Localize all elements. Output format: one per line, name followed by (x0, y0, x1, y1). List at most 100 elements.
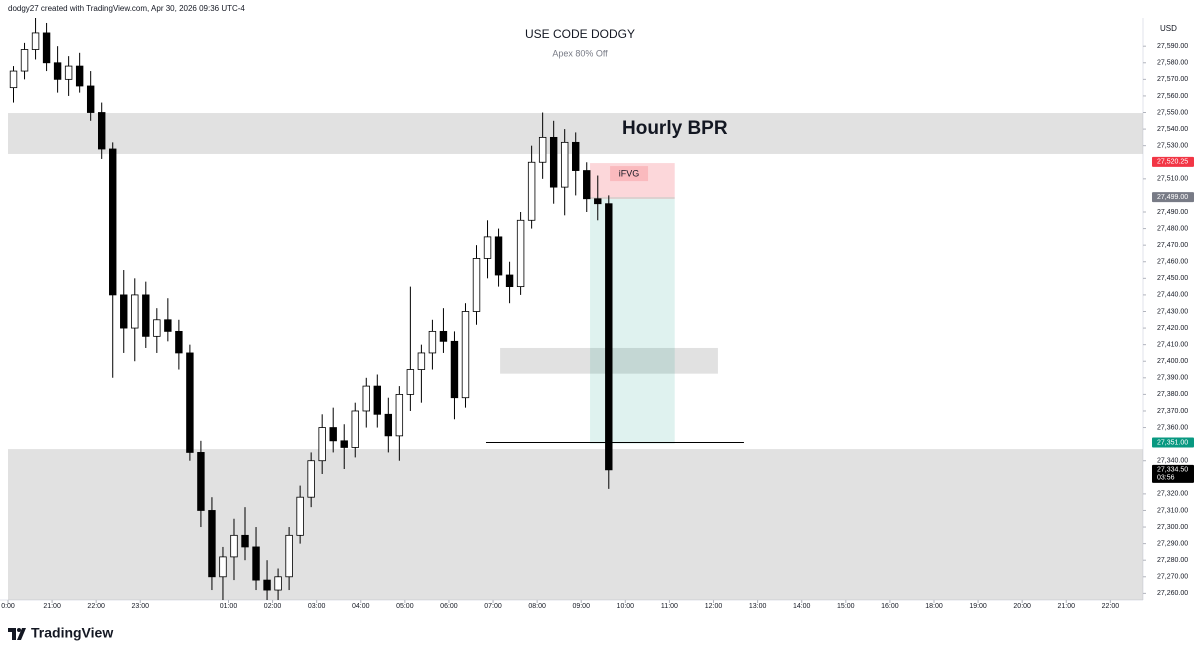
x-tick-label: 02:00 (264, 603, 282, 610)
candle-body (31, 32, 40, 50)
candle-body (538, 136, 547, 163)
x-tick-label: 11:00 (661, 603, 678, 610)
candle-body (219, 556, 227, 578)
y-tick-label: 27,570.00 (1157, 76, 1188, 83)
candle-body (285, 534, 293, 578)
candle-body (395, 393, 404, 437)
x-tick-label: 12:00 (705, 603, 723, 610)
candle-body (384, 413, 393, 437)
candle-body (86, 85, 95, 113)
x-tick-label: 13:00 (749, 603, 767, 610)
candle-body (572, 141, 580, 171)
brand: TradingView (31, 625, 113, 641)
candle-body (329, 427, 337, 442)
y-tick-label: 27,340.00 (1157, 458, 1188, 465)
y-tick-label: 27,420.00 (1157, 325, 1188, 332)
x-tick-label: 22:00 (87, 603, 105, 610)
candle-body (505, 274, 514, 288)
countdown: 03:56 (1157, 475, 1175, 482)
candle-body (197, 452, 205, 511)
candle-body (20, 49, 29, 72)
zone (590, 163, 675, 199)
y-tick-label: 27,280.00 (1157, 557, 1188, 564)
price-label: 27,499.00 (1157, 194, 1188, 201)
candle-body (461, 311, 470, 399)
price-label-box (1152, 437, 1194, 448)
y-tick-label: 27,360.00 (1157, 424, 1188, 431)
candle-body (362, 385, 370, 412)
y-tick-label: 27,580.00 (1157, 60, 1188, 67)
x-tick-label: 15:00 (837, 603, 855, 610)
y-tick-label: 27,260.00 (1157, 590, 1188, 597)
candle-body (75, 65, 84, 87)
price-label-box (1152, 156, 1194, 167)
candle-body (428, 330, 437, 354)
candle-body (406, 369, 415, 395)
candle-body (494, 236, 503, 276)
candle-body (241, 534, 249, 548)
x-tick-label: 03:00 (308, 603, 326, 610)
price-label-box (1152, 192, 1194, 203)
y-tick-label: 27,530.00 (1157, 143, 1188, 150)
y-tick-label: 27,440.00 (1157, 292, 1188, 299)
y-tick-label: 27,290.00 (1157, 540, 1188, 547)
y-tick-label: 27,560.00 (1157, 93, 1188, 100)
candle-body (483, 236, 492, 259)
x-tick-label: 18:00 (925, 603, 943, 610)
y-tick-label: 27,540.00 (1157, 126, 1188, 133)
x-tick-label: 06:00 (440, 603, 458, 610)
chart-title: USE CODE DODGY (525, 27, 635, 41)
candle-body (230, 534, 238, 558)
x-tick-label: 22:00 (1102, 603, 1120, 610)
candle-body (296, 496, 304, 536)
candle-body (340, 440, 348, 448)
currency: USD (1160, 24, 1177, 33)
candle-body (274, 576, 282, 591)
brand-logo (8, 628, 26, 640)
candle-body (605, 203, 613, 471)
candle-body (351, 410, 359, 448)
y-tick-label: 27,590.00 (1157, 43, 1188, 50)
x-tick-label: 19:00 (969, 603, 987, 610)
candle-body (472, 258, 481, 312)
x-tick-label: 09:00 (572, 603, 590, 610)
credit: dodgy27 created with TradingView.com, Ap… (8, 4, 245, 13)
x-tick-label: 20:00 (1013, 603, 1031, 610)
candle-body (120, 294, 128, 329)
y-tick-label: 27,550.00 (1157, 109, 1188, 116)
y-tick-label: 27,480.00 (1157, 225, 1188, 232)
x-tick-label: 16:00 (881, 603, 899, 610)
candle-body (516, 219, 525, 288)
y-tick-label: 27,310.00 (1157, 507, 1188, 514)
candle-body (560, 141, 569, 188)
y-tick-label: 27,400.00 (1157, 358, 1188, 365)
x-tick-label: 14:00 (793, 603, 811, 610)
price-label: 27,351.00 (1157, 439, 1188, 446)
candle-body (42, 32, 51, 64)
x-tick-label: 08:00 (528, 603, 546, 610)
y-tick-label: 27,510.00 (1157, 176, 1188, 183)
x-tick-label: 01:00 (220, 603, 238, 610)
x-tick-label: 21:00 (43, 603, 61, 610)
candle-body (109, 148, 117, 296)
candle-body (64, 65, 73, 80)
y-tick-label: 27,320.00 (1157, 491, 1188, 498)
y-tick-label: 27,470.00 (1157, 242, 1188, 249)
candle-body (153, 319, 161, 337)
candle-body (53, 62, 62, 80)
price-label: 27,520.25 (1157, 159, 1188, 166)
candle-body (175, 330, 183, 354)
x-tick-label: 10:00 (617, 603, 635, 610)
candle-body (97, 112, 106, 150)
y-tick-label: 27,300.00 (1157, 524, 1188, 531)
candle-body (583, 170, 591, 200)
zone (590, 197, 675, 444)
x-tick-label: 04:00 (352, 603, 370, 610)
candle-body (549, 136, 558, 188)
x-tick-label: 07:00 (484, 603, 502, 610)
zone (8, 449, 1143, 600)
candle-body (527, 161, 536, 221)
y-tick-label: 27,380.00 (1157, 391, 1188, 398)
